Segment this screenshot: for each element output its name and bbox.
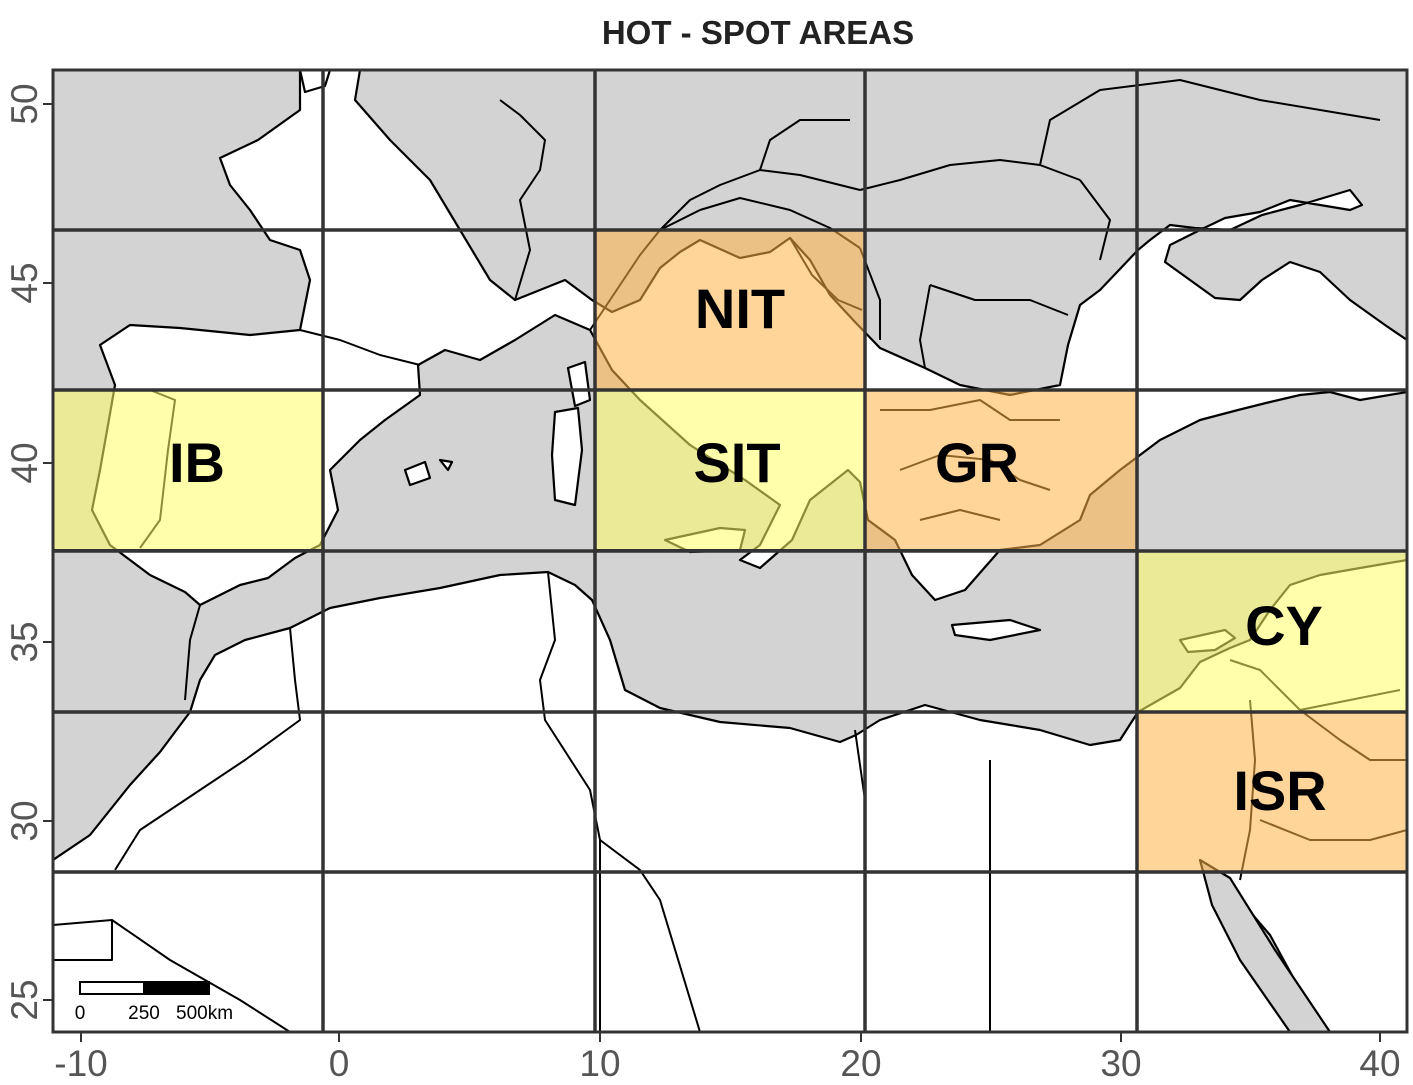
scale-bar-black-segment <box>143 981 210 995</box>
region-sit-area <box>594 389 866 551</box>
region-label-isr: ISR <box>1233 759 1326 822</box>
y-tick-label: 30 <box>4 800 45 841</box>
scale-label-end: 500km <box>176 1003 233 1024</box>
balearic-island <box>438 458 454 472</box>
x-axis: -10 0 10 20 30 40 <box>54 1043 1400 1084</box>
y-tick-label: 40 <box>4 442 45 483</box>
region-label-ib: IB <box>169 431 225 494</box>
region-labels: IB NIT SIT GR CY ISR <box>169 277 1327 822</box>
red-sea <box>1198 858 1332 1032</box>
region-ib-area <box>53 389 324 551</box>
region-isr-area <box>1136 711 1407 873</box>
region-label-sit: SIT <box>693 431 780 494</box>
x-tick-label: 0 <box>329 1043 350 1084</box>
x-tick-label: 20 <box>840 1043 881 1084</box>
grid-lines <box>53 70 1407 1032</box>
y-tick-label: 50 <box>4 83 45 124</box>
x-tick-label: 30 <box>1100 1043 1141 1084</box>
x-tick-label: 10 <box>579 1043 620 1084</box>
hot-spot-regions <box>53 229 1407 873</box>
region-label-cy: CY <box>1245 594 1323 657</box>
y-tick-label: 45 <box>4 262 45 303</box>
y-axis: 50 45 40 35 30 25 <box>4 83 45 1020</box>
region-label-nit: NIT <box>695 277 785 340</box>
scale-label-zero: 0 <box>75 1003 86 1024</box>
x-tick-label: 40 <box>1359 1043 1400 1084</box>
scale-bar: 0 250 500km <box>75 981 233 1024</box>
map-frame <box>51 68 1409 1034</box>
x-tick-label: -10 <box>54 1043 107 1084</box>
balearic-island <box>403 460 432 487</box>
scale-bar-white-segment <box>79 981 145 995</box>
region-label-gr: GR <box>935 431 1019 494</box>
region-nit-area <box>594 229 866 391</box>
scale-label-mid: 250 <box>128 1003 160 1024</box>
corsica-island <box>566 360 592 408</box>
axis-ticks <box>43 103 1381 1042</box>
region-cy-area <box>1136 550 1407 713</box>
y-tick-label: 35 <box>4 621 45 662</box>
y-tick-label: 25 <box>4 979 45 1020</box>
map-title: HOT - SPOT AREAS <box>602 14 914 51</box>
sardinia-island <box>550 406 584 507</box>
crete-island <box>950 618 1042 642</box>
map-panel: IB NIT SIT GR CY ISR 0 250 500km <box>53 70 1407 1032</box>
